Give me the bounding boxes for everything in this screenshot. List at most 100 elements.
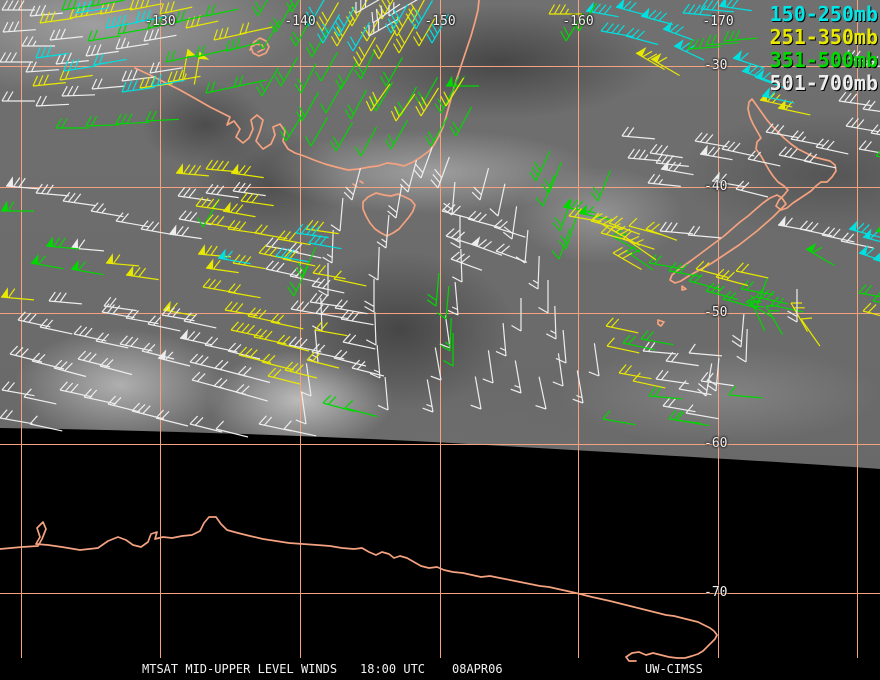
barb-staff <box>495 243 528 263</box>
barb-staff <box>682 3 716 17</box>
wind-barb <box>440 317 452 352</box>
barb-staff <box>334 60 359 90</box>
wind-barb <box>135 9 169 23</box>
barb-staff <box>87 29 121 42</box>
barb-staff <box>93 53 127 66</box>
wind-barb <box>467 210 501 229</box>
barb-pennant <box>579 204 587 215</box>
wind-barb <box>125 265 159 281</box>
barb-staff <box>415 87 440 117</box>
barb-staff <box>204 336 238 353</box>
barb-staff <box>799 220 833 237</box>
barb-staff <box>258 244 292 261</box>
barb-staff <box>330 17 355 47</box>
barb-pennant <box>661 159 669 171</box>
barb-staff <box>277 230 311 246</box>
wind-barb <box>290 300 324 316</box>
wind-barb <box>625 245 654 271</box>
wind-barb <box>227 283 261 299</box>
barb-staff <box>685 404 719 420</box>
wind-barb <box>161 306 195 322</box>
wind-barb <box>93 53 127 66</box>
wind-barb <box>705 34 739 46</box>
wind-barb <box>23 388 57 405</box>
barb-staff <box>449 106 473 137</box>
barb-staff <box>722 290 756 309</box>
barb-staff <box>648 254 682 270</box>
wind-barb <box>351 359 385 377</box>
wind-barb <box>31 352 65 370</box>
wind-barb <box>157 349 191 367</box>
barb-staff <box>5 177 39 190</box>
barb-staff <box>287 265 309 297</box>
wind-barb <box>277 230 311 246</box>
wind-barb <box>59 381 93 398</box>
barb-staff <box>687 225 721 239</box>
wind-barb <box>787 289 798 323</box>
barb-staff <box>660 161 694 176</box>
wind-barb <box>642 341 676 355</box>
barb-staff <box>23 388 57 405</box>
wind-barb <box>511 298 522 332</box>
barb-staff <box>528 255 540 290</box>
barb-staff <box>622 334 656 351</box>
barb-staff <box>471 167 490 201</box>
barb-staff <box>189 353 223 371</box>
wind-barb <box>687 225 721 239</box>
wind-barb <box>202 278 236 294</box>
wind-barb <box>340 310 374 326</box>
wind-barb <box>354 49 377 80</box>
barb-pennant <box>712 171 720 183</box>
barb-staff <box>560 12 585 42</box>
barb-staff <box>800 317 821 347</box>
barb-staff <box>790 302 809 332</box>
wind-barb <box>715 268 749 287</box>
barb-staff <box>140 220 174 236</box>
wind-barb <box>270 313 304 330</box>
wind-barb <box>735 180 769 198</box>
wind-barb <box>329 122 354 152</box>
barb-staff <box>205 260 239 274</box>
wind-barb <box>375 0 394 20</box>
barb-staff <box>0 288 34 301</box>
wind-barb <box>343 167 362 201</box>
barb-staff <box>283 420 317 437</box>
wind-barb <box>151 74 185 87</box>
barb-pennant <box>180 329 188 340</box>
wind-barb <box>392 24 417 54</box>
barb-staff <box>247 307 281 324</box>
wind-barb <box>95 332 129 349</box>
barb-staff <box>344 399 378 418</box>
barb-staff <box>450 251 483 271</box>
barb-pennant <box>471 236 481 247</box>
barb-staff <box>294 63 317 94</box>
barb-staff <box>436 286 450 320</box>
wind-barb <box>602 410 636 426</box>
barb-staff <box>295 246 317 278</box>
barb-staff <box>606 337 640 354</box>
barb-staff <box>470 239 503 256</box>
barb-staff <box>195 45 229 58</box>
wind-barb <box>1 200 34 212</box>
wind-barb <box>627 148 661 162</box>
wind-barb <box>842 49 876 63</box>
barb-staff <box>217 250 251 265</box>
barb-staff <box>366 311 377 346</box>
wind-barb <box>799 220 833 237</box>
barb-staff <box>815 138 849 155</box>
wind-barb <box>305 28 330 58</box>
wind-barb <box>197 244 231 258</box>
wind-barb <box>600 22 634 38</box>
barb-staff <box>333 270 367 287</box>
barb-staff <box>694 132 728 148</box>
barb-staff <box>288 242 322 259</box>
barb-staff <box>332 6 356 37</box>
barb-staff <box>322 394 356 413</box>
barb-pennant <box>700 144 708 156</box>
wind-barb <box>183 312 217 329</box>
barb-staff <box>312 264 346 280</box>
wind-barb <box>722 290 756 309</box>
credit-label: UW-CIMSS <box>645 662 703 676</box>
wind-barb <box>765 123 799 139</box>
